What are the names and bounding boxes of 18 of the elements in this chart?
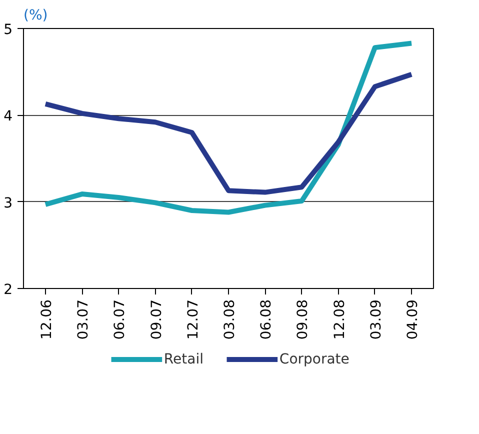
x-tick-label: 04.09 bbox=[405, 299, 422, 340]
x-tick-label: 09.07 bbox=[148, 299, 165, 340]
x-tick-label: 09.08 bbox=[295, 299, 312, 340]
x-tick-label: 03.09 bbox=[368, 299, 384, 340]
chart-title: (%) bbox=[24, 8, 48, 24]
x-tick-label: 03.08 bbox=[222, 299, 238, 340]
x-tick-label: 12.07 bbox=[185, 299, 202, 340]
x-tick-label: 12.08 bbox=[332, 299, 348, 340]
legend-label: Retail bbox=[164, 352, 204, 368]
y-tick-label: 4 bbox=[4, 108, 13, 125]
x-tick-label: 12.06 bbox=[38, 299, 55, 340]
legend-label: Corporate bbox=[279, 352, 350, 368]
x-tick-label: 06.07 bbox=[112, 299, 128, 340]
x-tick-label: 06.08 bbox=[258, 299, 275, 340]
y-tick-label: 5 bbox=[4, 22, 13, 38]
x-tick-label: 03.07 bbox=[76, 299, 92, 340]
y-tick-label: 3 bbox=[4, 195, 13, 212]
y-tick-label: 2 bbox=[4, 282, 13, 298]
